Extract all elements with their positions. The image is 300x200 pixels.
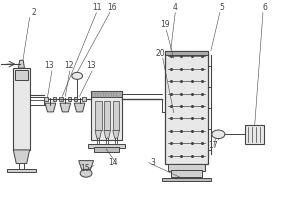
Polygon shape	[79, 161, 94, 169]
Bar	[7, 169, 36, 172]
Circle shape	[212, 130, 225, 139]
Bar	[82, 97, 85, 101]
Bar	[59, 97, 63, 101]
Bar	[104, 101, 110, 130]
Text: 12: 12	[64, 61, 73, 70]
Circle shape	[80, 169, 92, 177]
Bar	[165, 51, 208, 55]
Bar	[13, 68, 30, 150]
Text: 13: 13	[86, 61, 96, 70]
Bar	[171, 170, 202, 177]
Polygon shape	[95, 130, 102, 138]
Text: 11: 11	[92, 3, 101, 12]
Bar	[162, 178, 211, 181]
Text: 16: 16	[107, 3, 116, 12]
Bar	[88, 144, 125, 148]
Text: 6: 6	[263, 3, 268, 12]
Text: 2: 2	[31, 8, 36, 17]
Bar	[91, 91, 122, 97]
Bar	[113, 101, 119, 130]
Text: 17: 17	[208, 141, 218, 150]
Polygon shape	[60, 103, 70, 112]
Bar	[44, 97, 48, 101]
Polygon shape	[113, 130, 119, 138]
Bar	[91, 91, 122, 140]
Text: 5: 5	[220, 3, 225, 12]
Polygon shape	[45, 103, 56, 112]
Text: 13: 13	[44, 61, 54, 70]
Bar	[15, 70, 28, 80]
Bar	[74, 97, 77, 101]
Text: 15: 15	[80, 164, 90, 173]
Polygon shape	[104, 130, 110, 138]
Text: 3: 3	[150, 158, 155, 167]
Text: 19: 19	[160, 20, 170, 29]
Bar	[95, 101, 102, 130]
Polygon shape	[74, 103, 85, 112]
Bar	[68, 97, 71, 101]
Bar	[168, 164, 205, 171]
Text: 4: 4	[172, 3, 177, 12]
Text: 14: 14	[108, 158, 118, 167]
Bar	[94, 147, 119, 152]
Bar	[245, 125, 264, 144]
Circle shape	[72, 72, 83, 79]
Text: 20: 20	[155, 49, 165, 58]
Bar	[53, 97, 56, 101]
Bar	[165, 51, 208, 164]
Polygon shape	[13, 150, 30, 164]
Polygon shape	[19, 60, 24, 68]
